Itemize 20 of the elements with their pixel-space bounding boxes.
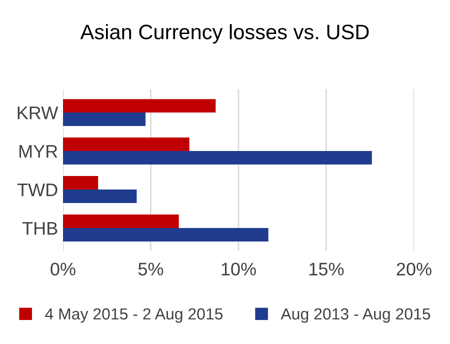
x-tick-label: 15% bbox=[310, 262, 344, 276]
y-tick-label: KRW bbox=[18, 106, 58, 120]
bar bbox=[63, 190, 137, 203]
x-tick-label: 20% bbox=[396, 262, 432, 276]
bar bbox=[63, 138, 190, 152]
legend-label: 4 May 2015 - 2 Aug 2015 bbox=[45, 308, 223, 323]
bar bbox=[63, 176, 98, 190]
x-tick-label: 5% bbox=[138, 262, 164, 276]
x-tick-label: 10% bbox=[222, 262, 256, 276]
y-tick-label: MYR bbox=[19, 145, 58, 158]
y-tick-label: THB bbox=[22, 222, 58, 235]
bar bbox=[63, 228, 268, 242]
x-tick-label: 0% bbox=[50, 262, 76, 276]
bar bbox=[63, 112, 146, 126]
bar bbox=[63, 214, 179, 228]
bar bbox=[63, 151, 372, 165]
bar bbox=[63, 99, 216, 113]
legend-label: Aug 2013 - Aug 2015 bbox=[280, 308, 430, 323]
chart-title: Asian Currency losses vs. USD bbox=[80, 24, 369, 44]
y-tick-label: TWD bbox=[17, 184, 58, 196]
